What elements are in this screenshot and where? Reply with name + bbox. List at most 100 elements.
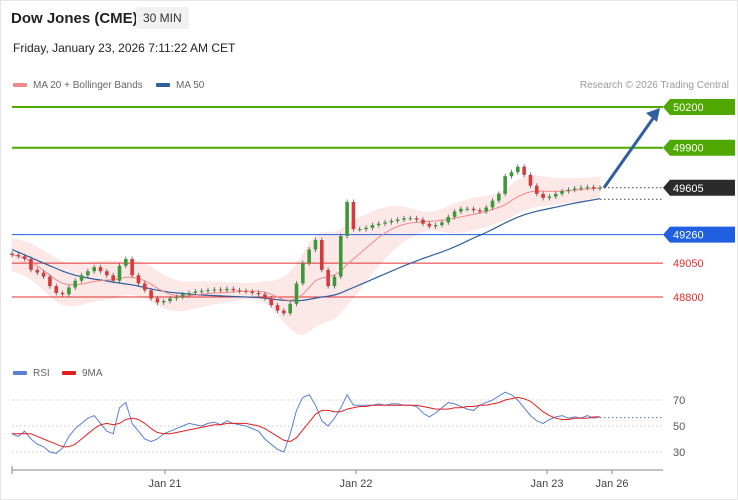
level-label-49900: 49900 <box>673 143 704 155</box>
candle-body <box>269 298 274 306</box>
candle-body <box>29 259 33 270</box>
candle-body <box>212 289 217 291</box>
level-label-50200: 50200 <box>673 102 704 114</box>
x-tick-label: Jan 23 <box>530 478 563 490</box>
candle-body <box>67 287 71 295</box>
candle-body <box>395 219 400 221</box>
candle-body <box>338 235 343 277</box>
ma50-swatch <box>156 83 170 88</box>
candle-body <box>572 188 577 190</box>
candle-body <box>598 187 602 189</box>
candle-body <box>383 222 387 224</box>
candle-body <box>10 253 14 255</box>
candle-body <box>130 259 134 276</box>
ma50-legend-label: MA 50 <box>176 80 205 91</box>
candle-body <box>553 193 558 197</box>
rsi-tick-label-50: 50 <box>673 421 685 433</box>
x-tick-label: Jan 21 <box>148 478 181 490</box>
candle-body <box>282 310 286 314</box>
chart-datetime: Friday, January 23, 2026 7:11:22 AM CET <box>13 41 236 55</box>
rsi-line <box>11 391 601 454</box>
candle-body <box>193 291 198 293</box>
candle-body <box>60 292 65 295</box>
candle-body <box>180 294 185 297</box>
candle-body <box>320 240 324 270</box>
candle-body <box>503 176 507 194</box>
candle-body <box>117 265 122 281</box>
ma50-legend-item: MA 50 <box>156 80 204 91</box>
candle-body <box>225 288 229 291</box>
candle-body <box>516 166 520 173</box>
x-tick-label: Jan 22 <box>339 478 372 490</box>
candle-body <box>440 222 444 226</box>
rsi-tick-label-70: 70 <box>673 395 685 407</box>
candle-body <box>490 200 495 208</box>
candle-body <box>478 210 482 212</box>
candle-body <box>218 289 223 291</box>
candle-body <box>427 223 432 227</box>
candle-body <box>566 189 571 192</box>
candle-body <box>433 225 438 227</box>
candle-body <box>231 288 236 291</box>
candle-body <box>389 221 394 223</box>
candle-body <box>237 290 242 292</box>
candle-body <box>244 290 248 292</box>
forecast-arrow-head <box>646 108 660 122</box>
level-label-48800: 48800 <box>673 292 704 304</box>
candle-body <box>345 202 349 236</box>
ma20-line <box>11 187 601 301</box>
rsi-legend-label: RSI <box>33 368 50 379</box>
candle-body <box>534 185 539 194</box>
candle-body <box>48 276 52 287</box>
candle-body <box>541 193 545 198</box>
candle-body <box>142 283 147 291</box>
candle-body <box>73 280 78 288</box>
candle-body <box>421 219 425 224</box>
ma9-legend-label: 9MA <box>82 368 103 379</box>
candle-body <box>585 187 590 189</box>
bollinger-band-area <box>12 175 600 335</box>
candle-body <box>98 267 103 272</box>
candle-body <box>408 218 413 220</box>
candle-body <box>161 301 166 303</box>
ma20-legend-item: MA 20 + Bollinger Bands <box>13 80 143 91</box>
candle-body <box>256 292 261 295</box>
forecast-arrow-shaft <box>602 116 656 189</box>
level-tag-49260 <box>663 226 735 243</box>
candle-body <box>357 229 362 231</box>
chart-header: Dow Jones (CME) 30 MIN <box>0 0 738 36</box>
rsi-swatch <box>13 371 27 376</box>
candle-body <box>16 254 21 257</box>
candle-body <box>509 172 514 177</box>
candle-body <box>54 286 59 293</box>
candle-body <box>484 207 488 212</box>
timeframe-badge[interactable]: 30 MIN <box>136 7 189 29</box>
candle-body <box>446 216 451 223</box>
candle-body <box>402 218 406 220</box>
candle-body <box>275 305 280 311</box>
x-tick-label: Jan 26 <box>595 478 628 490</box>
ma9-legend-item: 9MA <box>62 368 103 379</box>
candle-body <box>579 187 583 189</box>
candle-body <box>326 269 330 287</box>
level-tag-49605 <box>663 179 735 196</box>
candle-body <box>155 298 160 303</box>
candle-body <box>105 271 109 276</box>
candle-body <box>111 275 115 281</box>
research-credit: Research © 2026 Trading Central <box>579 80 729 91</box>
candle-body <box>332 276 337 287</box>
rsi-tick-label-30: 30 <box>673 447 685 459</box>
candle-body <box>471 208 476 211</box>
candle-body <box>149 290 153 299</box>
level-label-49260: 49260 <box>673 230 704 242</box>
rsi-legend-item: RSI <box>13 368 50 379</box>
ma20-swatch <box>13 83 27 88</box>
ma20-legend-label: MA 20 + Bollinger Bands <box>33 80 143 91</box>
candle-body <box>294 283 299 304</box>
ma50-line <box>11 198 601 302</box>
level-tag-49900 <box>663 139 735 156</box>
candle-body <box>497 193 501 201</box>
candle-body <box>465 208 470 210</box>
candle-body <box>370 225 375 228</box>
rsi-ma9-line <box>12 396 600 448</box>
